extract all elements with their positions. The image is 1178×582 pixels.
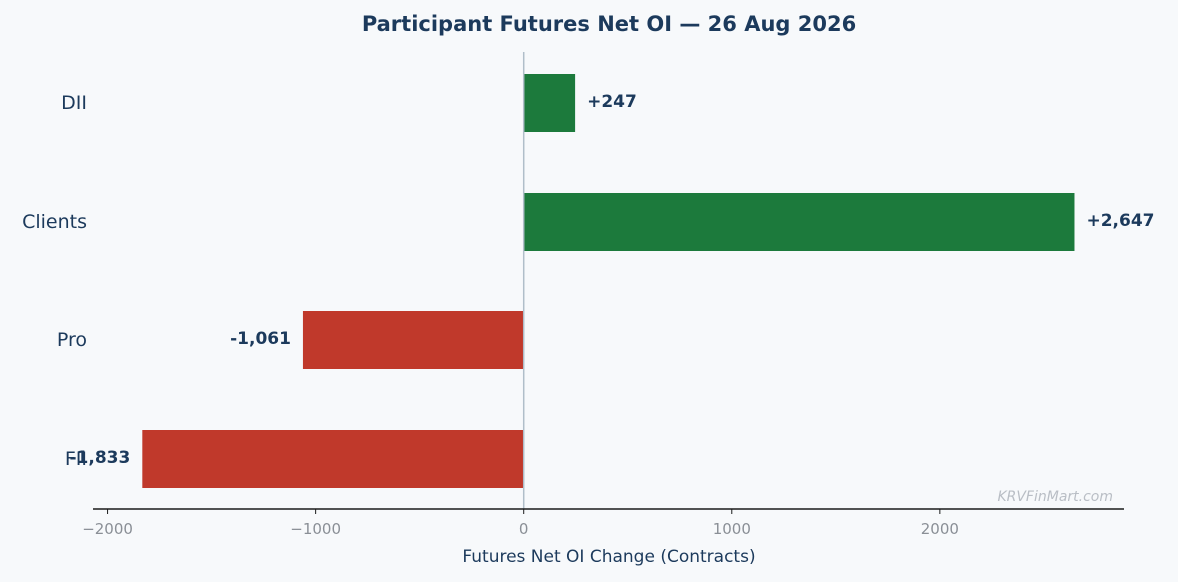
category-labels: DII Clients Pro FII (22, 92, 87, 470)
chart-title: Participant Futures Net OI — 26 Aug 2026 (362, 12, 856, 36)
value-label-clients: +2,647 (1086, 211, 1154, 231)
bars-layer (142, 74, 1075, 488)
bar-dii (523, 74, 576, 132)
x-ticks: −2000 −1000 0 1000 2000 (82, 509, 959, 538)
value-label-dii: +247 (587, 92, 637, 112)
watermark: KRVFinMart.com (997, 489, 1113, 505)
category-label-fii: FII (65, 448, 87, 470)
x-tick-label: 1000 (713, 520, 751, 538)
x-tick-label: −2000 (82, 520, 133, 538)
bar-clients (523, 193, 1075, 251)
bar-pro (302, 311, 524, 369)
value-label-fii: -1,833 (69, 448, 130, 468)
x-tick-label: 2000 (921, 520, 959, 538)
category-label-clients: Clients (22, 211, 87, 233)
x-axis-title: Futures Net OI Change (Contracts) (462, 547, 755, 567)
category-label-pro: Pro (57, 329, 87, 351)
x-tick-label: 0 (519, 520, 529, 538)
category-label-dii: DII (61, 92, 87, 114)
value-labels: +247 +2,647 -1,061 -1,833 (69, 92, 1154, 468)
bar-fii (142, 430, 524, 488)
x-tick-label: −1000 (290, 520, 341, 538)
value-label-pro: -1,061 (230, 329, 291, 349)
